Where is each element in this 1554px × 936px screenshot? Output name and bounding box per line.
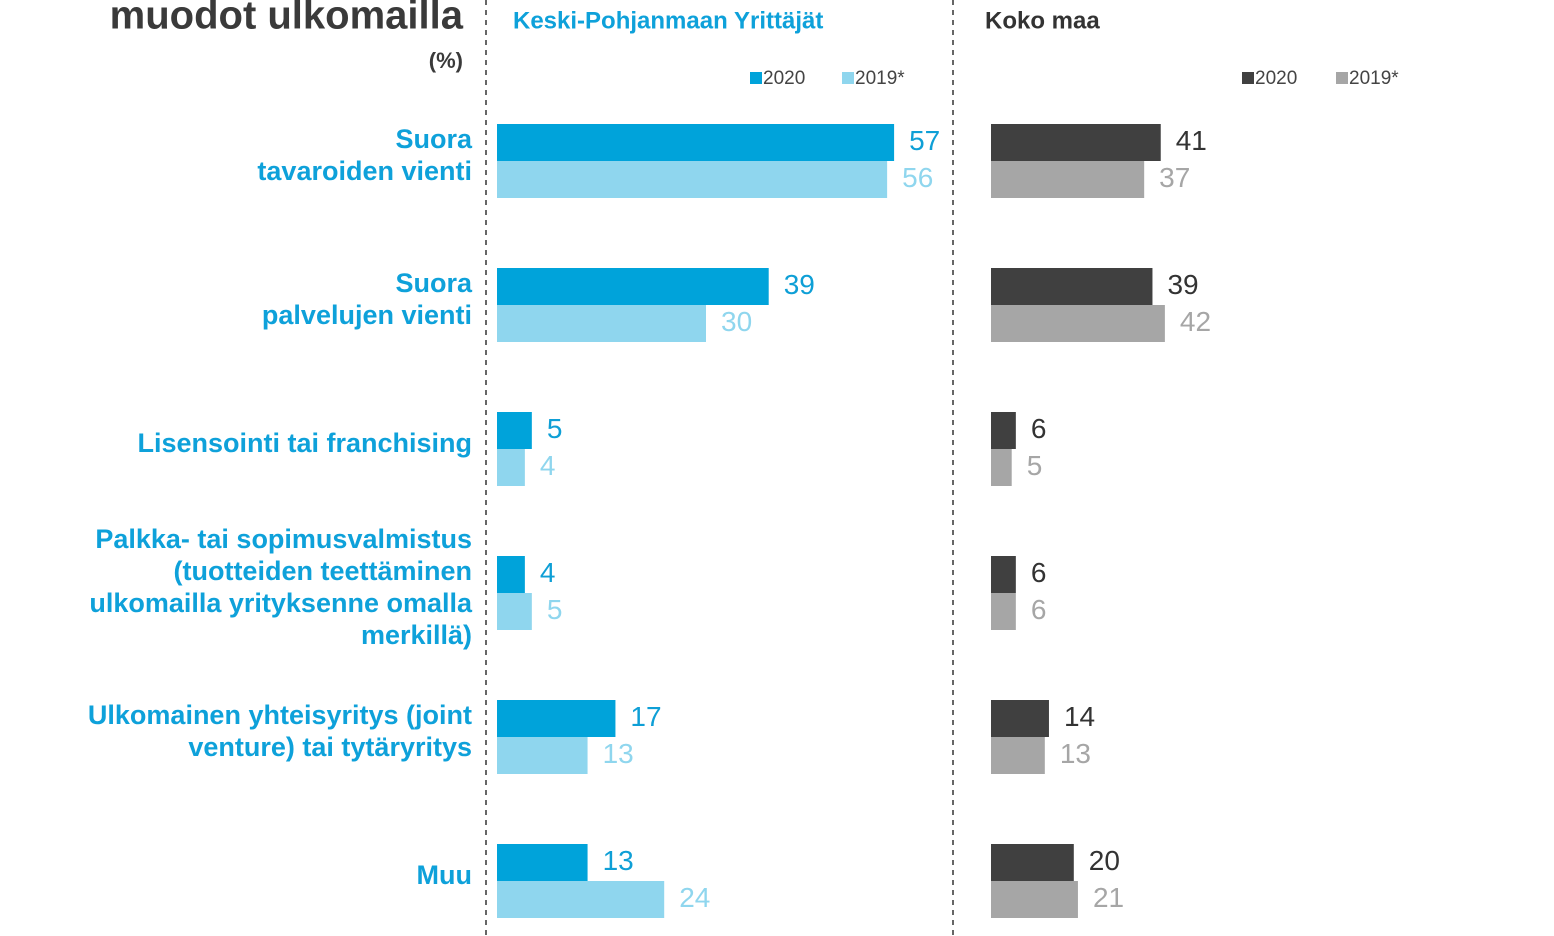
value-label: 20: [1089, 845, 1120, 876]
value-label: 4: [540, 450, 556, 481]
bar: [497, 556, 525, 593]
value-label: 5: [1027, 450, 1043, 481]
value-label: 13: [1060, 738, 1091, 769]
bar: [991, 412, 1016, 449]
bar: [497, 881, 665, 918]
value-label: 14: [1064, 701, 1095, 732]
value-label: 13: [603, 738, 634, 769]
value-label: 21: [1093, 882, 1124, 913]
panel-title: Keski-Pohjanmaan Yrittäjät: [513, 7, 823, 34]
value-label: 56: [902, 162, 933, 193]
value-label: 13: [603, 845, 634, 876]
unit-label: (%): [429, 48, 463, 73]
bar: [497, 124, 895, 161]
bar: [497, 305, 706, 342]
value-label: 42: [1180, 306, 1211, 337]
bar: [497, 593, 532, 630]
bar: [497, 449, 525, 486]
bar: [497, 268, 769, 305]
value-label: 6: [1031, 413, 1047, 444]
category-label: Suora palvelujen vienti: [261, 268, 472, 330]
bar: [991, 161, 1145, 198]
category-label: Muu: [416, 860, 472, 890]
value-label: 6: [1031, 594, 1047, 625]
value-label: 4: [540, 557, 556, 588]
bar: [497, 737, 588, 774]
bar: [497, 412, 532, 449]
bar: [497, 161, 888, 198]
value-label: 5: [547, 413, 563, 444]
bar: [991, 305, 1165, 342]
value-label: 6: [1031, 557, 1047, 588]
category-label: Palkka- tai sopimusvalmistus (tuotteiden…: [89, 524, 472, 650]
bar: [991, 700, 1049, 737]
legend-label: 2019*: [1349, 68, 1399, 89]
category-label: Suora tavaroiden vienti: [257, 124, 472, 186]
value-label: 39: [1167, 269, 1198, 300]
legend-label: 2020: [763, 68, 805, 89]
bar: [497, 700, 616, 737]
value-label: 57: [909, 125, 940, 156]
value-label: 37: [1159, 162, 1190, 193]
value-label: 24: [679, 882, 710, 913]
bar: [991, 737, 1045, 774]
bar: [497, 844, 588, 881]
legend-swatch: [1336, 72, 1348, 84]
category-label: Lisensointi tai franchising: [137, 428, 472, 458]
legend-label: 2020: [1255, 68, 1297, 89]
category-label: Ulkomainen yhteisyritys (joint venture) …: [87, 700, 472, 762]
bar: [991, 844, 1074, 881]
value-label: 5: [547, 594, 563, 625]
page-title: muodot ulkomailla: [110, 0, 464, 38]
value-label: 41: [1176, 125, 1207, 156]
bar: [991, 881, 1078, 918]
bar: [991, 268, 1153, 305]
value-label: 17: [630, 701, 661, 732]
bar: [991, 449, 1012, 486]
bar: [991, 556, 1016, 593]
legend-swatch: [750, 72, 762, 84]
bar: [991, 593, 1016, 630]
bar: [991, 124, 1161, 161]
value-label: 39: [784, 269, 815, 300]
legend-swatch: [842, 72, 854, 84]
legend-swatch: [1242, 72, 1254, 84]
legend-label: 2019*: [855, 68, 905, 89]
value-label: 30: [721, 306, 752, 337]
panel-title: Koko maa: [985, 7, 1100, 34]
